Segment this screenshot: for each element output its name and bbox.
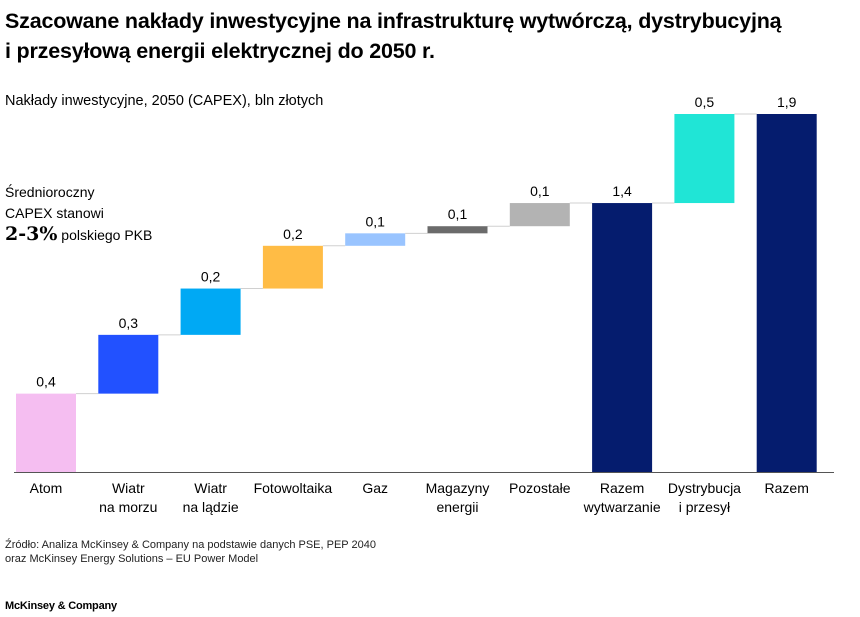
bar-1 bbox=[16, 393, 76, 472]
value-label: 0,2 bbox=[283, 226, 303, 242]
category-label: Atom bbox=[30, 480, 63, 496]
bar-5 bbox=[345, 233, 406, 246]
bar-7 bbox=[509, 203, 570, 227]
category-label: Wiatr bbox=[194, 480, 227, 496]
value-label: 0,2 bbox=[201, 269, 221, 285]
chart-subtitle: Nakłady inwestycyjne, 2050 (CAPEX), bln … bbox=[5, 93, 324, 109]
bar-10 bbox=[756, 114, 817, 472]
bar-6 bbox=[427, 226, 488, 234]
callout-line-2: CAPEX stanowi bbox=[5, 205, 104, 221]
title-line-2: i przesyłową energii elektrycznej do 205… bbox=[5, 39, 435, 63]
value-label: 1,9 bbox=[777, 94, 797, 110]
capex-callout: Średnioroczny CAPEX stanowi 2-3% polskie… bbox=[5, 182, 152, 246]
brand-logo-text: McKinsey & Company bbox=[5, 600, 117, 612]
callout-percentage: 2-3% bbox=[5, 223, 58, 245]
value-label: 0,1 bbox=[365, 213, 385, 229]
value-label: 0,1 bbox=[448, 206, 468, 222]
chart-title: Szacowane nakłady inwestycyjne na infras… bbox=[5, 6, 855, 66]
callout-line-1: Średnioroczny bbox=[5, 184, 95, 200]
source-line-2: oraz McKinsey Energy Solutions – EU Powe… bbox=[5, 553, 259, 565]
category-label: na lądzie bbox=[183, 499, 239, 515]
callout-line-3: 2-3% polskiego PKB bbox=[5, 224, 152, 246]
category-label: wytwarzanie bbox=[583, 499, 661, 515]
value-label: 1,4 bbox=[612, 183, 632, 199]
category-label: Gaz bbox=[362, 480, 388, 496]
category-label: na morzu bbox=[99, 499, 157, 515]
category-label: energii bbox=[436, 499, 478, 515]
bar-9 bbox=[674, 114, 735, 204]
source-line-1: Źródło: Analiza McKinsey & Company na po… bbox=[5, 539, 376, 551]
category-label: Razem bbox=[765, 480, 809, 496]
value-label: 0,5 bbox=[695, 94, 715, 110]
category-label: Pozostałe bbox=[509, 480, 571, 496]
callout-rest: polskiego PKB bbox=[61, 227, 153, 243]
source-note: Źródło: Analiza McKinsey & Company na po… bbox=[5, 538, 376, 566]
bar-2 bbox=[98, 334, 159, 394]
category-label: Magazyny bbox=[426, 480, 490, 496]
category-label: Razem bbox=[600, 480, 644, 496]
title-line-1: Szacowane nakłady inwestycyjne na infras… bbox=[5, 9, 782, 33]
value-label: 0,3 bbox=[119, 315, 139, 331]
bar-4 bbox=[262, 245, 323, 289]
category-label: Wiatr bbox=[112, 480, 145, 496]
category-label: Dystrybucja bbox=[668, 480, 741, 496]
bar-8 bbox=[592, 203, 653, 472]
value-label: 0,1 bbox=[530, 183, 550, 199]
bar-3 bbox=[180, 288, 241, 335]
category-label: Fotowoltaika bbox=[254, 480, 333, 496]
value-label: 0,4 bbox=[36, 374, 56, 390]
category-label: i przesył bbox=[679, 499, 731, 515]
